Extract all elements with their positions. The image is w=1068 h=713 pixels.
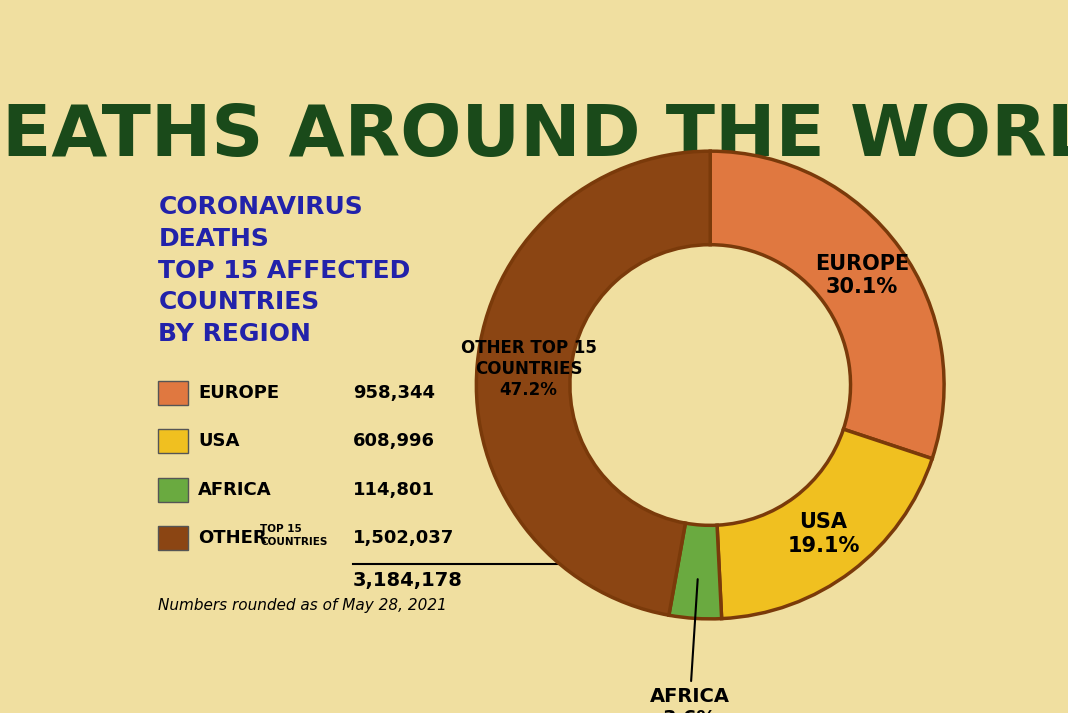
Text: DEATHS AROUND THE WORLD: DEATHS AROUND THE WORLD: [0, 102, 1068, 171]
Wedge shape: [669, 523, 722, 619]
Text: EUROPE
30.1%: EUROPE 30.1%: [815, 254, 909, 297]
Text: OTHER TOP 15
COUNTRIES
47.2%: OTHER TOP 15 COUNTRIES 47.2%: [460, 339, 596, 399]
Text: 958,344: 958,344: [352, 384, 435, 402]
Text: Numbers rounded as of May 28, 2021: Numbers rounded as of May 28, 2021: [158, 597, 447, 612]
FancyBboxPatch shape: [158, 381, 188, 405]
Text: 1,502,037: 1,502,037: [352, 529, 454, 547]
Text: 608,996: 608,996: [352, 432, 435, 451]
FancyBboxPatch shape: [158, 478, 188, 502]
FancyBboxPatch shape: [158, 429, 188, 453]
Text: COUNTRIES: COUNTRIES: [261, 538, 328, 548]
FancyBboxPatch shape: [158, 526, 188, 550]
Text: AFRICA: AFRICA: [198, 481, 271, 498]
Wedge shape: [717, 429, 932, 619]
Text: USA: USA: [198, 432, 239, 451]
Wedge shape: [476, 151, 710, 615]
Text: 114,801: 114,801: [352, 481, 435, 498]
Text: OTHER: OTHER: [198, 529, 267, 547]
Wedge shape: [710, 151, 944, 458]
Text: TOP 15: TOP 15: [261, 524, 302, 534]
Text: AFRICA
3.6%: AFRICA 3.6%: [649, 579, 729, 713]
Text: EUROPE: EUROPE: [198, 384, 279, 402]
Text: USA
19.1%: USA 19.1%: [787, 513, 860, 555]
Text: 3,184,178: 3,184,178: [352, 571, 462, 590]
Text: CORONAVIRUS
DEATHS
TOP 15 AFFECTED
COUNTRIES
BY REGION: CORONAVIRUS DEATHS TOP 15 AFFECTED COUNT…: [158, 195, 410, 346]
